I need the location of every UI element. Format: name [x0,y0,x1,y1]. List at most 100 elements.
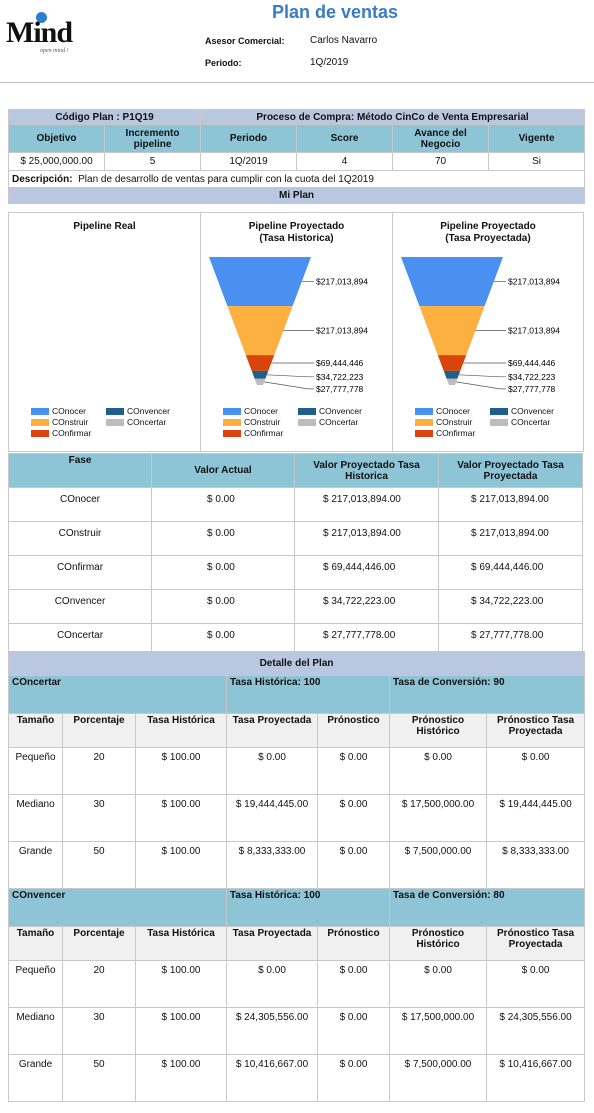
detalle-cell: $ 17,500,000.00 [389,794,487,842]
funnel-value-label: $34,722,223 [508,372,556,382]
detalle-cell: Pequeño [8,960,63,1008]
funnel-segment-convencer [251,370,269,379]
section-name: COnvencer [8,888,227,927]
table-row: Grande 50 $ 100.00 $ 8,333,333.00 $ 0.00 $ 7,… [8,841,586,889]
asesor-label: Asesor Comercial: [205,36,285,46]
legend-swatch [31,430,49,438]
col-incremento: Incremento pipeline [103,124,202,153]
detalle-cell: $ 0.00 [389,747,487,795]
legend-item: COncertar [106,417,166,427]
legend-swatch [31,419,49,427]
detalle-cell: $ 0.00 [226,747,318,795]
funnel-leader-line [458,374,506,378]
detalle-col-header: Prónostico [317,926,390,961]
chart-panel-real: Pipeline Real COnocer COnvencer COnstruir C… [8,212,201,452]
funnel-segment-concertar [254,378,266,385]
legend-label: COnstruir [436,417,473,427]
legend-item: COnstruir [415,417,472,427]
page-title: Plan de ventas [271,2,399,22]
val-incremento: 5 [103,152,202,171]
detalle-cell: $ 100.00 [135,794,227,842]
funnel-value-label: $69,444,446 [316,358,364,368]
descripcion-label: Descripción: [12,173,73,185]
chart-title-historica: Pipeline Proyectado (Tasa Historica) [248,221,345,244]
legend-label: COnocer [52,406,87,416]
chart-panel-historica: Pipeline Proyectado (Tasa Historica) $21… [200,212,393,452]
detalle-cell: $ 10,416,667.00 [226,1054,318,1102]
detalle-cell: $ 8,333,333.00 [485,841,586,889]
funnel-segment-confirmar [437,355,467,371]
funnel-leader-line [266,374,314,378]
val-periodo: 1Q/2019 [200,152,298,171]
chart-title-proyectada: Pipeline Proyectado (Tasa Proyectada) [440,221,536,244]
funnel-leader-line [264,381,314,390]
legend-swatch [223,408,241,416]
funnel-segment-convencer [443,370,461,379]
detalle-cell: Grande [8,1054,63,1102]
detalle-cell: Mediano [8,794,63,842]
fase-value: $ 0.00 [151,521,295,556]
legend-swatch [223,430,241,438]
table-row: Pequeño 20 $ 100.00 $ 0.00 $ 0.00 $ 0.00 $ 0.0… [8,960,586,1008]
fase-value: $ 217,013,894.00 [438,521,583,556]
fase-value: $ 0.00 [151,487,295,522]
funnel-segment-conocer [401,257,503,307]
detalle-cell: $ 0.00 [317,794,390,842]
codigo-plan: Código Plan : P1Q19 [7,109,202,125]
fase-value: $ 34,722,223.00 [438,589,583,624]
detalle-cell: $ 0.00 [317,960,390,1008]
detalle-cell: $ 0.00 [485,747,586,795]
legend-swatch [31,408,49,416]
detalle-cell: $ 0.00 [485,960,586,1008]
detalle-col-header: Prónostico [317,713,390,748]
detalle-cell: 50 [62,1054,136,1102]
legend-item: COnvencer [298,406,362,416]
table-row: COnstruir $ 0.00 $ 217,013,894.00 $ 217,013… [8,521,583,556]
detalle-cell: $ 8,333,333.00 [226,841,318,889]
detalle-cell: $ 0.00 [317,1007,390,1055]
legend-item: COnstruir [31,417,88,427]
descripcion-row: Descripción: Plan de desarrollo de venta… [7,170,586,188]
legend-item: COnocer [31,406,86,416]
detalle-cell: $ 24,305,556.00 [226,1007,318,1055]
fase-value: $ 217,013,894.00 [438,487,583,522]
col-avance: Avance del Negocio [392,124,490,153]
legend-swatch [106,419,124,427]
col-vigente: Vigente [488,124,586,153]
descripcion-value: Plan de desarrollo de ventas para cumpli… [78,173,374,185]
fase-name: COnfirmar [8,555,152,590]
detalle-cell: 50 [62,841,136,889]
legend-item: COnvencer [106,406,170,416]
detalle-cell: $ 0.00 [389,960,487,1008]
fase-value: $ 69,444,446.00 [294,555,439,590]
legend-swatch [106,408,124,416]
funnel-value-label: $34,722,223 [316,372,364,382]
legend-item: COnocer [223,406,278,416]
section-header-row: COnvencer Tasa Histórica: 100 Tasa de Conv… [8,888,586,927]
detalle-cell: 20 [62,747,136,795]
detalle-cell: $ 100.00 [135,841,227,889]
funnel-chart-historica: $217,013,894 $217,013,894 $69,444,446 $34,7… [209,257,368,394]
funnel-leader-line [456,381,506,390]
legend-label: COnocer [244,406,279,416]
detalle-col-header: Tasa Proyectada [226,926,318,961]
detalle-col-header: Tamaño [8,926,63,961]
fase-value: $ 217,013,894.00 [294,521,439,556]
detalle-col-header: Prónostico Histórico [389,926,487,961]
asesor-value: Carlos Navarro [310,35,378,46]
legend-swatch [298,419,316,427]
detalle-col-header: Prónostico Tasa Proyectada [485,713,586,748]
table-row: Mediano 30 $ 100.00 $ 24,305,556.00 $ 0.00 $ … [8,1007,586,1055]
detalle-cell: $ 0.00 [226,960,318,1008]
detalle-cell: $ 0.00 [317,747,390,795]
legend-item: COncertar [490,417,550,427]
col-valor-proyectada: Valor Proyectado Tasa Proyectada [438,453,583,488]
section-name: COncertar [8,675,227,714]
funnel-value-label: $217,013,894 [316,326,368,336]
legend-label: COnvencer [511,406,554,416]
legend-label: COncertar [127,417,167,427]
val-avance: 70 [392,152,490,171]
legend-label: COncertar [319,417,359,427]
funnel-segment-construir [227,306,293,356]
table-row: Grande 50 $ 100.00 $ 10,416,667.00 $ 0.00 $ 7… [8,1054,586,1102]
